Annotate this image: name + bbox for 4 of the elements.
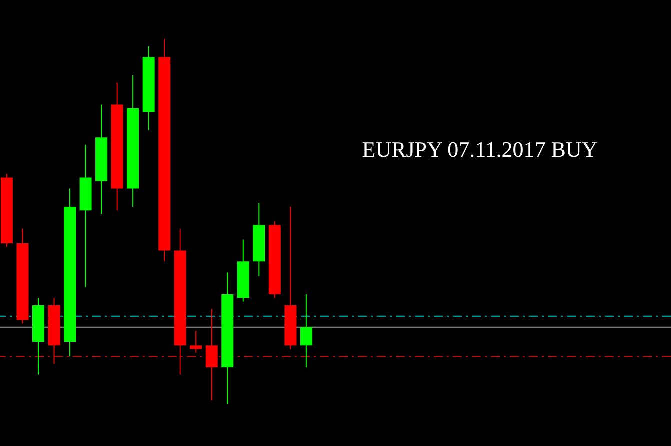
candlestick bbox=[300, 294, 312, 368]
text: EURJPY 07.11.2017 BUY bbox=[362, 137, 598, 162]
candlestick bbox=[190, 330, 202, 354]
candlestick bbox=[206, 308, 218, 401]
